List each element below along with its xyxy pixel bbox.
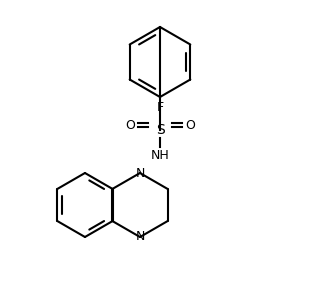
Text: N: N (135, 230, 145, 244)
Text: N: N (135, 167, 145, 180)
Text: F: F (156, 100, 164, 114)
Text: S: S (156, 123, 164, 137)
Text: O: O (185, 119, 195, 132)
Text: O: O (125, 119, 135, 132)
Text: NH: NH (151, 148, 169, 161)
